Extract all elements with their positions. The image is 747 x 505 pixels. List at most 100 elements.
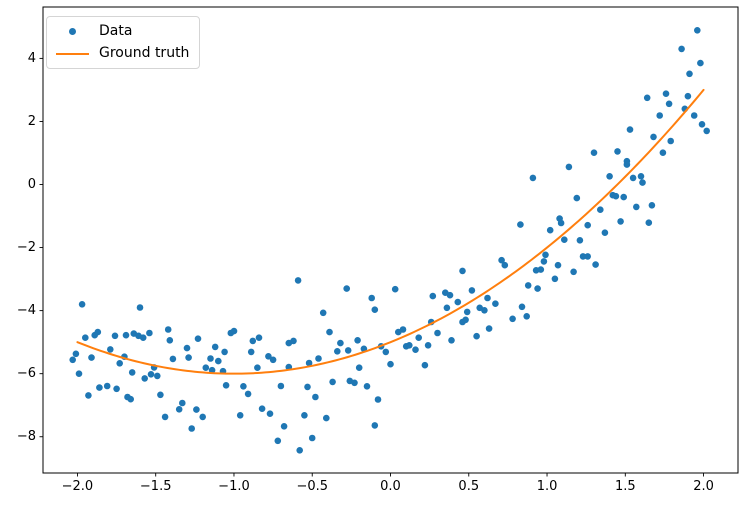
data-point [481,307,488,314]
data-point [576,237,584,244]
data-point [249,337,257,345]
data-point [590,149,598,156]
data-point [633,203,640,211]
data-point [255,334,263,342]
ground-truth-curve [76,88,705,375]
data-point [247,348,255,356]
data-point [305,359,313,367]
data-point [75,370,83,378]
data-point [557,219,565,227]
data-point [614,148,621,155]
data-point [459,267,466,275]
data-point [211,343,219,351]
data-point [69,356,76,364]
data-point [412,346,419,354]
data-point [697,59,704,67]
data-point [650,133,657,141]
y-tick-label: −6 [17,366,36,381]
data-point [570,268,577,276]
axes-spines [42,6,739,474]
data-point [166,337,174,344]
data-point [141,375,148,382]
data-point [387,360,394,368]
data-point [355,364,363,372]
data-point [136,304,144,311]
data-point [448,337,455,344]
data-point [684,92,692,100]
data-point [546,226,554,234]
data-point [274,437,282,445]
data-point [415,334,423,342]
data-point [96,384,103,391]
data-point [573,194,581,202]
data-point [371,306,379,314]
data-point [78,301,86,308]
data-point [620,193,627,201]
data-point [473,332,480,340]
data-point [597,206,604,213]
legend-item-data: Data [56,22,189,41]
data-point [329,378,336,386]
data-point [199,413,206,421]
data-point [698,121,706,128]
data-point [266,410,274,418]
data-point [127,395,134,403]
data-point [116,360,123,367]
data-point [565,163,573,171]
data-point [221,348,228,356]
data-point [154,372,161,380]
data-point [601,229,609,236]
data-point [561,236,568,243]
data-point [326,328,333,336]
data-point [236,412,244,419]
data-point [662,90,670,97]
legend-swatch [56,28,89,35]
data-point [128,369,136,376]
data-point [164,326,172,333]
y-tick-label: 2 [28,114,36,129]
data-point [308,434,316,442]
data-point [667,137,674,145]
data-point [344,347,352,354]
x-tick-label: 1.0 [537,479,558,494]
data-point [537,266,545,273]
data-point [694,27,701,34]
data-point [399,326,407,333]
data-point [406,342,413,349]
data-point [584,221,591,229]
legend-label-ground-truth: Ground truth [99,45,190,61]
data-point [656,112,663,119]
data-point [111,332,119,340]
data-point [540,258,548,265]
data-point [468,287,476,294]
data-point [665,100,673,108]
data-point [374,396,382,403]
data-point [424,342,432,349]
data-point [337,339,344,347]
data-point [382,348,390,356]
data-point [258,405,266,413]
data-point [690,112,698,119]
data-point [161,413,169,421]
data-point [678,45,685,53]
data-point [623,161,631,168]
data-point [637,173,645,180]
data-point [230,327,238,335]
data-point [626,126,634,133]
data-point [518,303,526,311]
data-point [269,356,277,364]
data-point [391,285,399,293]
data-point [643,94,651,102]
data-point [277,382,285,390]
data-point [280,423,288,430]
legend-item-ground-truth: Ground truth [56,44,189,63]
data-point [147,371,155,378]
data-point [617,218,624,225]
data-point [501,261,509,269]
data-point [304,383,311,391]
x-tick-label: 0.0 [380,479,401,494]
data-point [146,329,153,337]
data-point [351,379,358,387]
